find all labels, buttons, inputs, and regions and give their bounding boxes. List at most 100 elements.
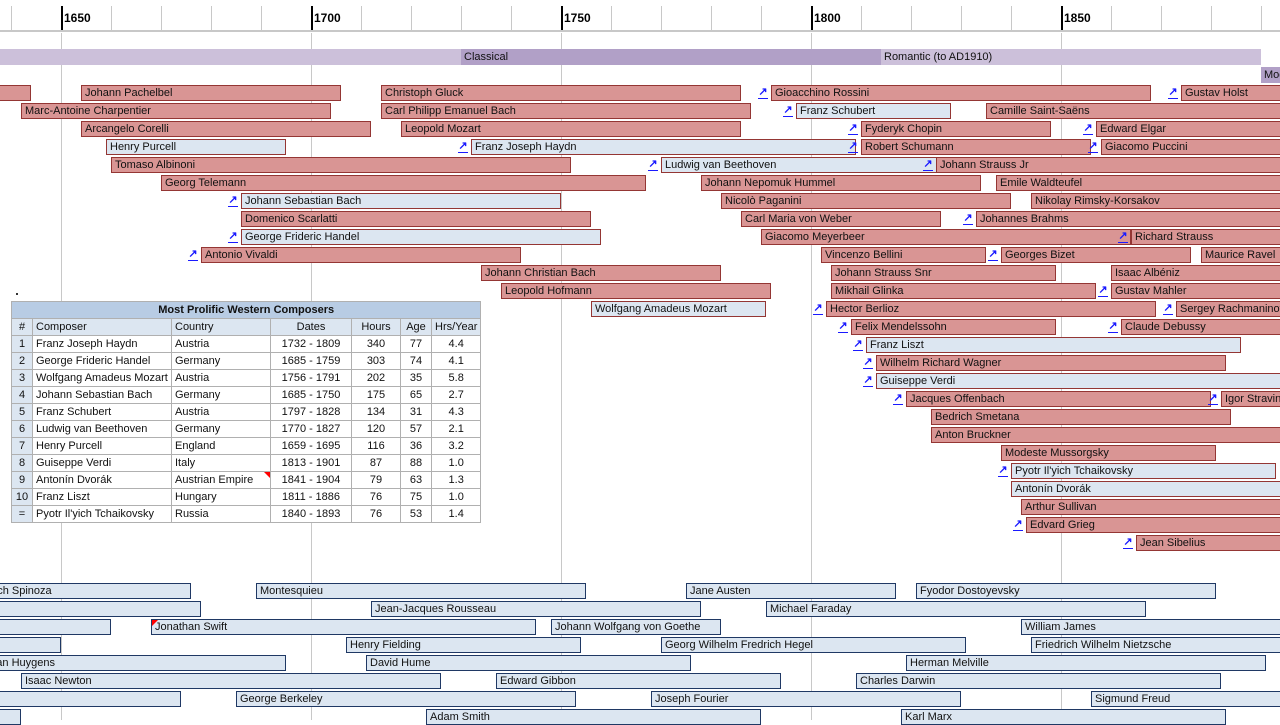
composer-bar[interactable]: Johann Christian Bach <box>481 265 721 281</box>
composer-bar[interactable]: Sergey Rachmaninov <box>1176 301 1280 317</box>
composer-bar[interactable]: Felix Mendelssohn <box>851 319 1056 335</box>
hyperlink-arrow-icon[interactable]: ↗ <box>458 140 468 153</box>
philosopher-bar[interactable]: Montesquieu <box>256 583 586 599</box>
composer-bar[interactable]: Franz Joseph Haydn <box>471 139 856 155</box>
composer-bar[interactable]: Giacomo Meyerbeer <box>761 229 1131 245</box>
composer-bar[interactable]: Johann Pachelbel <box>81 85 341 101</box>
composer-bar[interactable]: Carl Philipp Emanuel Bach <box>381 103 751 119</box>
philosopher-bar[interactable]: Johann Wolfgang von Goethe <box>551 619 721 635</box>
hyperlink-arrow-icon[interactable]: ↗ <box>988 248 998 261</box>
composer-bar[interactable]: Maurice Ravel <box>1201 247 1280 263</box>
hyperlink-arrow-icon[interactable]: ↗ <box>848 122 858 135</box>
philosopher-bar[interactable]: Fyodor Dostoyevsky <box>916 583 1216 599</box>
philosopher-bar[interactable]: Charles Darwin <box>856 673 1221 689</box>
composer-bar[interactable]: Marc-Antoine Charpentier <box>21 103 331 119</box>
composer-bar[interactable]: Franz Schubert <box>796 103 951 119</box>
composer-bar[interactable]: Antonín Dvorák <box>1011 481 1280 497</box>
philosopher-bar[interactable]: Jane Austen <box>686 583 896 599</box>
philosopher-bar[interactable]: Sigmund Freud <box>1091 691 1280 707</box>
composer-bar[interactable]: Domenico Scarlatti <box>241 211 591 227</box>
composer-bar[interactable]: Anton Bruckner <box>931 427 1280 443</box>
hyperlink-arrow-icon[interactable]: ↗ <box>1108 320 1118 333</box>
composer-bar[interactable]: Johann Strauss Snr <box>831 265 1056 281</box>
composer-bar[interactable]: Fyderyk Chopin <box>861 121 1051 137</box>
philosopher-bar[interactable]: George Berkeley <box>236 691 576 707</box>
composer-bar[interactable]: Modeste Mussorgsky <box>1001 445 1216 461</box>
hyperlink-arrow-icon[interactable]: ↗ <box>923 158 933 171</box>
hyperlink-arrow-icon[interactable]: ↗ <box>1118 230 1128 243</box>
composer-bar[interactable]: George Frideric Handel <box>241 229 601 245</box>
philosopher-bar[interactable]: David Hume <box>366 655 691 671</box>
composer-bar[interactable]: Emile Waldteufel <box>996 175 1280 191</box>
composer-bar[interactable]: Bedrich Smetana <box>931 409 1231 425</box>
composer-bar[interactable]: Giacomo Puccini <box>1101 139 1280 155</box>
composer-bar[interactable]: Johann Strauss Jr <box>936 157 1280 173</box>
philosopher-bar[interactable]: Baruch Spinoza <box>0 583 191 599</box>
composer-bar[interactable]: Edvard Grieg <box>1026 517 1280 533</box>
composer-bar[interactable]: Edward Elgar <box>1096 121 1280 137</box>
hyperlink-arrow-icon[interactable]: ↗ <box>963 212 973 225</box>
hyperlink-arrow-icon[interactable]: ↗ <box>648 158 658 171</box>
philosopher-bar[interactable]: Friedrich Wilhelm Nietzsche <box>1031 637 1280 653</box>
composer-bar[interactable]: Igor Stravinsky <box>1221 391 1280 407</box>
composer-bar[interactable]: Wilhelm Richard Wagner <box>876 355 1226 371</box>
composer-bar[interactable]: Carl Maria von Weber <box>741 211 941 227</box>
composer-bar[interactable]: Richard Strauss <box>1131 229 1280 245</box>
composer-bar[interactable]: Robert Schumann <box>861 139 1091 155</box>
hyperlink-arrow-icon[interactable]: ↗ <box>1088 140 1098 153</box>
hyperlink-arrow-icon[interactable]: ↗ <box>863 374 873 387</box>
hyperlink-arrow-icon[interactable]: ↗ <box>838 320 848 333</box>
hyperlink-arrow-icon[interactable]: ↗ <box>1013 518 1023 531</box>
philosopher-bar[interactable]: Michael Faraday <box>766 601 1146 617</box>
hyperlink-arrow-icon[interactable]: ↗ <box>188 248 198 261</box>
composer-bar[interactable]: Antonio Vivaldi <box>201 247 521 263</box>
hyperlink-arrow-icon[interactable]: ↗ <box>863 356 873 369</box>
philosopher-bar[interactable]: Karl Marx <box>901 709 1226 725</box>
composer-bar[interactable]: Ludwig van Beethoven <box>661 157 946 173</box>
composer-bar[interactable]: Vincenzo Bellini <box>821 247 986 263</box>
philosopher-bar[interactable]: Isaac Newton <box>21 673 441 689</box>
composer-bar[interactable]: Leopold Hofmann <box>501 283 771 299</box>
composer-bar[interactable]: Gioacchino Rossini <box>771 85 1151 101</box>
philosopher-bar[interactable]: Joseph Fourier <box>651 691 961 707</box>
composer-bar[interactable]: Claude Debussy <box>1121 319 1280 335</box>
philosopher-bar[interactable] <box>0 637 61 653</box>
hyperlink-arrow-icon[interactable]: ↗ <box>1163 302 1173 315</box>
hyperlink-arrow-icon[interactable]: ↗ <box>1208 392 1218 405</box>
philosopher-bar[interactable]: Henry Fielding <box>346 637 581 653</box>
composer-bar[interactable]: Mikhail Glinka <box>831 283 1096 299</box>
composer-bar[interactable]: Nicolò Paganini <box>721 193 1011 209</box>
hyperlink-arrow-icon[interactable]: ↗ <box>228 230 238 243</box>
hyperlink-arrow-icon[interactable]: ↗ <box>1083 122 1093 135</box>
hyperlink-arrow-icon[interactable]: ↗ <box>783 104 793 117</box>
hyperlink-arrow-icon[interactable]: ↗ <box>853 338 863 351</box>
composer-bar[interactable]: Georges Bizet <box>1001 247 1191 263</box>
philosopher-bar[interactable]: Jonathan Swift <box>151 619 536 635</box>
philosopher-bar[interactable]: Jean-Jacques Rousseau <box>371 601 701 617</box>
composer-bar[interactable]: Nikolay Rimsky-Korsakov <box>1031 193 1280 209</box>
composer-bar[interactable]: Jean Sibelius <box>1136 535 1280 551</box>
composer-bar[interactable]: Jacques Offenbach <box>906 391 1211 407</box>
composer-bar[interactable]: Guiseppe Verdi <box>876 373 1280 389</box>
philosopher-bar[interactable]: Georg Wilhelm Fredrich Hegel <box>661 637 966 653</box>
composer-bar[interactable]: Franz Liszt <box>866 337 1241 353</box>
hyperlink-arrow-icon[interactable]: ↗ <box>1168 86 1178 99</box>
composer-bar[interactable]: Isaac Albéniz <box>1111 265 1280 281</box>
composer-bar[interactable]: Johann Sebastian Bach <box>241 193 561 209</box>
philosopher-bar[interactable] <box>0 619 111 635</box>
hyperlink-arrow-icon[interactable]: ↗ <box>893 392 903 405</box>
composer-bar[interactable] <box>0 85 31 101</box>
composer-bar[interactable]: Arcangelo Corelli <box>81 121 371 137</box>
composer-bar[interactable]: Henry Purcell <box>106 139 286 155</box>
philosopher-bar[interactable] <box>0 691 181 707</box>
composer-bar[interactable]: Pyotr Il'yich Tchaikovsky <box>1011 463 1276 479</box>
composer-bar[interactable]: Gustav Holst <box>1181 85 1280 101</box>
composer-bar[interactable]: Tomaso Albinoni <box>111 157 571 173</box>
composer-bar[interactable]: Johannes Brahms <box>976 211 1280 227</box>
hyperlink-arrow-icon[interactable]: ↗ <box>1098 284 1108 297</box>
hyperlink-arrow-icon[interactable]: ↗ <box>228 194 238 207</box>
philosopher-bar[interactable]: Christiaan Huygens <box>0 655 286 671</box>
hyperlink-arrow-icon[interactable]: ↗ <box>813 302 823 315</box>
philosopher-bar[interactable] <box>0 601 201 617</box>
philosopher-bar[interactable]: Edward Gibbon <box>496 673 781 689</box>
